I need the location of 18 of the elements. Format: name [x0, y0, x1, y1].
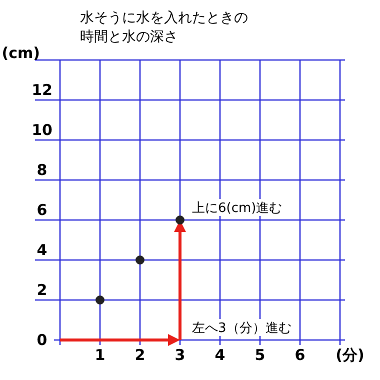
y-tick-label: 12: [32, 81, 52, 99]
x-tick-label: 5: [254, 346, 266, 364]
x-tick-label: 4: [214, 346, 226, 364]
annotation: 左へ3（分）進む: [192, 321, 292, 336]
x-tick-label: 6: [294, 346, 306, 364]
x-tick-label: 2: [134, 346, 146, 364]
annotation: 上に6(cm)進む: [192, 201, 282, 216]
y-tick-label: 8: [36, 161, 48, 179]
x-axis-title: (分): [336, 346, 364, 364]
y-tick-label: 6: [36, 201, 48, 219]
y-tick-label: 0: [36, 331, 48, 349]
chart-title: 水そうに水を入れたときの時間と水の深さ: [80, 10, 248, 45]
x-tick-label: 1: [94, 346, 106, 364]
y-tick-label: 4: [36, 241, 48, 259]
y-tick-label: 2: [36, 281, 48, 299]
y-axis-title: (cm): [2, 44, 40, 62]
x-tick-label: 3: [174, 346, 186, 364]
y-tick-label: 10: [32, 121, 52, 139]
